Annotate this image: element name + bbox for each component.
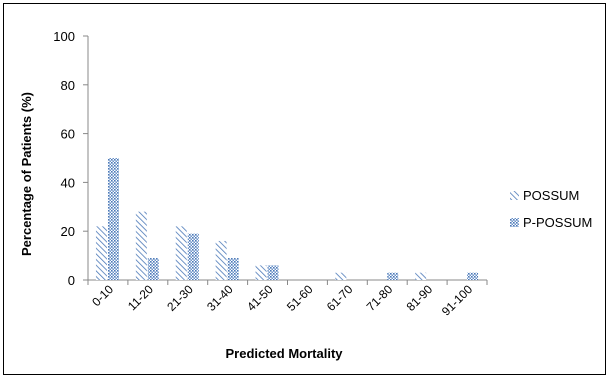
y-tick-label: 40	[61, 175, 75, 190]
bar-ppossum	[227, 258, 239, 280]
y-tick-label: 80	[61, 78, 75, 93]
x-tick-label: 91-100	[439, 282, 476, 319]
legend-swatch-ppossum	[510, 218, 519, 227]
x-tick-label: 31-40	[204, 282, 236, 314]
bar-possum	[175, 226, 187, 280]
x-tick-label: 51-60	[284, 282, 316, 314]
bar-possum	[255, 265, 267, 280]
bar-possum	[135, 211, 147, 280]
bar-possum	[95, 226, 107, 280]
bar-ppossum	[187, 233, 199, 280]
bar-ppossum	[267, 265, 279, 280]
y-axis-title: Percentage of Patients (%)	[19, 92, 34, 256]
bar-ppossum	[387, 272, 399, 280]
chart-frame	[3, 3, 606, 375]
legend-label-possum: POSSUM	[523, 188, 579, 203]
x-tick-label: 11-20	[125, 282, 156, 313]
y-tick-label: 60	[61, 127, 75, 142]
x-tick-label: 81-90	[404, 282, 436, 314]
bar-ppossum	[107, 158, 119, 280]
bar-ppossum	[467, 272, 479, 280]
x-axis-title: Predicted Mortality	[225, 346, 343, 361]
x-tick-label: 71-80	[364, 282, 396, 314]
x-axis: 0-10 11-20 21-30 31-40 41-50 51-60 61-70 71-80 8…	[87, 279, 488, 319]
bar-possum	[335, 272, 347, 280]
y-tick-label: 20	[61, 224, 75, 239]
y-tick-label: 0	[68, 273, 75, 288]
legend-label-ppossum: P-POSSUM	[523, 215, 592, 230]
bar-possum	[215, 240, 227, 280]
x-tick-label: 0-10	[89, 282, 116, 309]
x-tick-label: 41-50	[244, 282, 276, 314]
y-axis: 0 20 40 60 80 100	[53, 29, 89, 288]
x-tick-label: 21-30	[164, 282, 196, 314]
x-tick-label: 61-70	[324, 282, 356, 314]
bar-ppossum	[147, 258, 159, 280]
legend: POSSUM P-POSSUM	[510, 188, 592, 230]
bar-possum	[415, 272, 427, 280]
bars	[95, 158, 479, 280]
legend-swatch-possum	[510, 191, 519, 200]
y-tick-label: 100	[53, 29, 75, 44]
